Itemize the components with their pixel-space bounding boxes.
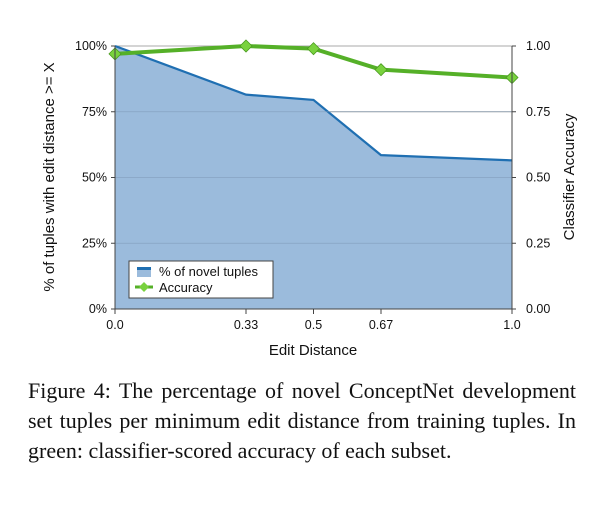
area-novel-tuples-edge — [114, 44, 513, 162]
y-right-tick-label: 1.00 — [526, 39, 550, 53]
y-left-tick-label: 75% — [82, 105, 107, 119]
x-tick-label: 0.33 — [234, 318, 258, 332]
legend-swatch-diamond-icon — [139, 282, 149, 292]
y-right-tick-label: 0.25 — [526, 236, 550, 250]
legend: % of novel tuples Accuracy — [128, 260, 274, 299]
y-left-tick-label: 0% — [89, 302, 107, 316]
y-left-tick-label: 50% — [82, 171, 107, 185]
legend-item-accuracy: Accuracy — [135, 280, 213, 295]
y-right-tick-label: 0.50 — [526, 171, 550, 185]
line-layer — [108, 39, 519, 85]
x-tick-label: 0.5 — [305, 318, 322, 332]
y-right-tick-label: 0.75 — [526, 105, 550, 119]
area-layer — [114, 44, 513, 309]
x-tick-label: 0.67 — [369, 318, 393, 332]
y-right-tick-label: 0.00 — [526, 302, 550, 316]
legend-label-novel-tuples: % of novel tuples — [159, 264, 259, 279]
legend-box — [128, 260, 274, 299]
legend-swatch-area — [137, 267, 151, 277]
axes-layer: 0% 25% 50% 75% 100% 0.00 0.25 0.50 0.75 1.00 0.0 0.… — [75, 39, 550, 332]
legend-swatch-area-line — [137, 267, 151, 270]
legend-item-novel-tuples: % of novel tuples — [137, 264, 259, 279]
y-left-tick-label: 25% — [82, 236, 107, 250]
x-axis-label: Edit Distance — [269, 342, 357, 359]
y-right-axis-label: Classifier Accuracy — [561, 113, 578, 240]
accuracy-point — [239, 39, 253, 53]
y-left-tick-label: 100% — [75, 39, 107, 53]
accuracy-point — [374, 63, 388, 77]
y-left-axis-label: % of tuples with edit distance >= X — [41, 62, 58, 291]
figure-caption: Figure 4: The percentage of novel Concep… — [28, 378, 576, 463]
legend-label-accuracy: Accuracy — [159, 280, 213, 295]
chart: 0% 25% 50% 75% 100% 0.00 0.25 0.50 0.75 1.00 0.0 0.… — [41, 39, 578, 359]
x-tick-label: 0.0 — [106, 318, 123, 332]
x-tick-label: 1.0 — [503, 318, 520, 332]
accuracy-point — [306, 42, 321, 56]
